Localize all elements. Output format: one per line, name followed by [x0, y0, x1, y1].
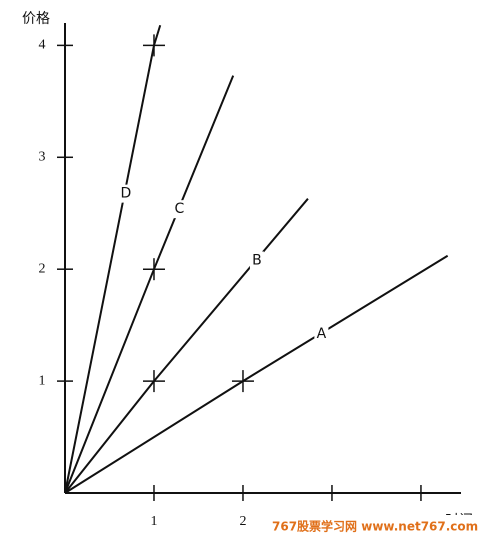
series-label-bg — [314, 325, 329, 344]
series-label-bg — [172, 200, 187, 219]
line — [64, 254, 449, 494]
watermark: 767股票学习网 www.net767.com — [272, 519, 478, 534]
x-tick-label: 2 — [239, 514, 246, 529]
series-label: A — [317, 326, 327, 342]
y-tick-label: 3 — [39, 150, 46, 165]
line — [64, 198, 309, 494]
series-label: C — [174, 201, 184, 217]
series-label: B — [252, 252, 262, 268]
watermark-box — [268, 515, 498, 537]
y-tick-label: 4 — [39, 38, 46, 53]
y-tick-label: 1 — [39, 373, 46, 388]
line — [64, 75, 235, 494]
series-label-bg — [118, 184, 133, 203]
x-tick-label: 1 — [150, 514, 157, 529]
series-label: D — [121, 186, 132, 202]
y-tick-label: 2 — [39, 261, 46, 276]
line — [64, 24, 162, 494]
series-label-bg — [249, 251, 264, 270]
y-axis-label: 价格 — [22, 11, 50, 27]
